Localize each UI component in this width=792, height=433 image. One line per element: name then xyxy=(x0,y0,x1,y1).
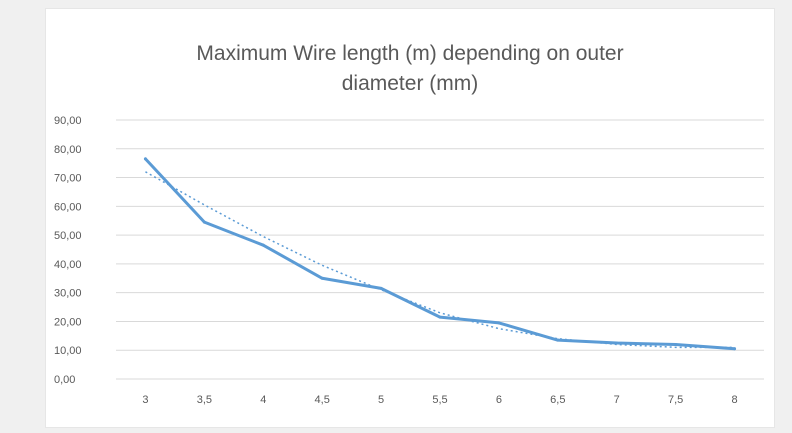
y-tick-label: 10,00 xyxy=(54,345,82,357)
data-point xyxy=(144,157,147,160)
x-tick-label: 5,5 xyxy=(432,394,447,406)
x-tick-label: 4 xyxy=(260,394,266,406)
series-line xyxy=(145,159,734,349)
data-point xyxy=(203,221,206,224)
x-tick-label: 7,5 xyxy=(668,394,683,406)
data-point xyxy=(733,347,736,350)
line-chart: 0,00 10,00 20,00 30,00 40,00 50,00 60,00 70,00 8… xyxy=(46,9,774,427)
x-tick-label: 4,5 xyxy=(315,394,330,406)
y-tick-label: 40,00 xyxy=(54,259,82,271)
y-tick-label: 0,00 xyxy=(54,374,75,386)
x-tick-label: 7 xyxy=(614,394,620,406)
x-tick-label: 6,5 xyxy=(550,394,565,406)
chart-container: Maximum Wire length (m) depending on out… xyxy=(45,8,775,428)
data-point xyxy=(262,244,265,247)
x-tick-label: 3,5 xyxy=(197,394,212,406)
data-point xyxy=(615,342,618,345)
x-axis-tick-labels: 3 3,5 4 4,5 5 5,5 6 6,5 7 7,5 8 xyxy=(142,394,737,406)
y-axis-tick-labels: 0,00 10,00 20,00 30,00 40,00 50,00 60,00 70,00 8… xyxy=(54,115,82,386)
x-tick-label: 5 xyxy=(378,394,384,406)
y-tick-label: 90,00 xyxy=(54,115,82,127)
data-point xyxy=(497,321,500,324)
data-point xyxy=(674,343,677,346)
gridlines xyxy=(116,120,764,379)
x-tick-label: 3 xyxy=(142,394,148,406)
x-tick-label: 6 xyxy=(496,394,502,406)
data-point xyxy=(321,277,324,280)
y-tick-label: 80,00 xyxy=(54,144,82,156)
data-point xyxy=(380,287,383,290)
y-tick-label: 70,00 xyxy=(54,173,82,185)
data-point xyxy=(439,316,442,319)
y-tick-label: 60,00 xyxy=(54,201,82,213)
y-tick-label: 20,00 xyxy=(54,316,82,328)
y-tick-label: 50,00 xyxy=(54,230,82,242)
y-tick-label: 30,00 xyxy=(54,288,82,300)
data-point xyxy=(556,339,559,342)
x-tick-label: 8 xyxy=(731,394,737,406)
